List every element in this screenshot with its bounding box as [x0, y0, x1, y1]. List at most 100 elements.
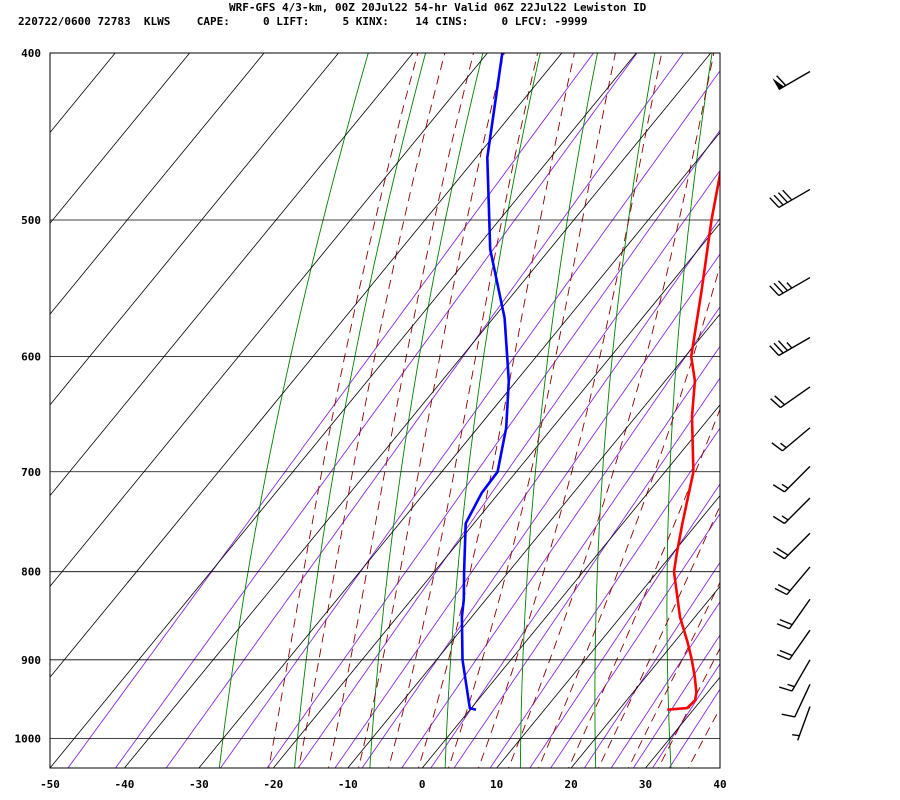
wind-barb: [769, 336, 811, 357]
dry-adiabat-line: [218, 53, 369, 768]
dry-adiabat-line: [369, 53, 484, 768]
moist-adiabat-line: [298, 53, 446, 768]
mixing-ratio-line: [550, 512, 720, 768]
pressure-tick-label: 900: [21, 654, 41, 667]
mixing-ratio-line: [632, 634, 720, 768]
temperature-tick-label: -30: [189, 778, 209, 791]
dewpoint-profile-line: [460, 53, 511, 711]
sounding-indices: 220722/0600 72783 KLWS CAPE: 0 LIFT: 5 K…: [18, 15, 588, 28]
temperature-tick-label: -20: [263, 778, 283, 791]
wind-barb: [772, 497, 811, 525]
temperature-tick-label: -10: [338, 778, 358, 791]
mixing-ratio-line: [651, 663, 720, 768]
dry-adiabat-line: [294, 53, 427, 768]
moist-adiabat-line: [597, 504, 720, 768]
temperature-tick-label: 20: [564, 778, 577, 791]
moist-adiabat-line: [568, 407, 720, 768]
moist-adiabat-line: [538, 264, 720, 768]
mixing-ratio-line: [297, 169, 720, 768]
wind-barb: [769, 276, 811, 297]
adiabat-lines: [67, 0, 898, 775]
wind-barb: [776, 629, 811, 661]
moist-adiabat-line: [478, 53, 663, 768]
mixing-ratio-line: [430, 345, 720, 768]
mixing-ratio-line: [610, 601, 720, 768]
dry-adiabat-line: [519, 53, 598, 768]
isotherm-line: [50, 53, 339, 406]
temperature-tick-label: -50: [40, 778, 60, 791]
temperature-tick-label: 10: [490, 778, 503, 791]
plot-frame: [49, 52, 721, 769]
pressure-tick-label: 400: [21, 47, 41, 60]
isotherm-line: [50, 53, 190, 224]
moist-adiabat-line: [448, 53, 616, 768]
wind-barb: [781, 684, 811, 718]
pressure-tick-label: 800: [21, 566, 41, 579]
mixing-ratio-line: [453, 377, 720, 768]
sounding-profiles: [460, 53, 720, 711]
isotherm-line: [273, 222, 720, 768]
dry-adiabat-line: [594, 53, 656, 768]
temperature-axis: -50 -40 -30 -20 -10 0 10 20 30 40: [40, 778, 727, 791]
moist-adiabat-line: [508, 53, 715, 768]
wind-barbs: [769, 70, 811, 741]
moist-adiabat-line: [687, 707, 720, 768]
isotherm-line: [50, 53, 414, 497]
isotherm-line: [198, 131, 720, 768]
temperature-tick-label: 30: [639, 778, 652, 791]
moist-adiabat-line: [268, 53, 419, 768]
mixing-ratio-line: [583, 561, 720, 768]
moist-adiabat-line: [657, 647, 720, 768]
isotherm-line: [347, 313, 720, 768]
pressure-tick-label: 600: [21, 350, 41, 363]
wind-barb: [774, 566, 811, 596]
temperature-tick-label: 40: [713, 778, 726, 791]
mixing-ratio-line: [489, 427, 720, 768]
wind-barb: [769, 188, 811, 209]
mixing-ratio-line: [114, 53, 638, 768]
isotherm-line: [50, 53, 488, 588]
sounding-header: WRF-GFS 4/3-km, 00Z 20Jul22 54-hr Valid …: [0, 0, 900, 32]
wind-barb: [770, 386, 811, 409]
isotherm-line: [50, 53, 265, 315]
wind-barb: [792, 706, 811, 741]
wind-barb: [772, 70, 811, 91]
dry-adiabat-line: [737, 0, 785, 775]
mixing-ratio-line: [668, 688, 720, 768]
pressure-axis: 400 500 600 700 800 900 1000: [15, 47, 42, 746]
moist-adiabat-line: [627, 581, 720, 768]
moist-adiabat-line: [328, 53, 474, 768]
temperature-profile-line: [667, 167, 720, 711]
pressure-tick-label: 1000: [15, 733, 42, 746]
pressure-tick-label: 500: [21, 214, 41, 227]
isotherm-line: [496, 495, 720, 768]
isotherm-line: [794, 53, 900, 768]
moist-adiabat-line: [358, 53, 505, 768]
isotherm-line: [570, 585, 720, 768]
wind-barb: [771, 427, 811, 452]
isotherm-line: [124, 53, 712, 768]
isotherm-line: [645, 676, 720, 768]
wind-barb: [779, 659, 811, 692]
wind-barb: [772, 465, 811, 493]
mixing-ratio-line: [361, 253, 720, 768]
chart-title: WRF-GFS 4/3-km, 00Z 20Jul22 54-hr Valid …: [229, 1, 647, 14]
mixing-ratio-line: [266, 129, 720, 768]
mixing-ratio-line: [219, 70, 720, 768]
mixing-ratio-line: [67, 53, 595, 768]
isotherm-line: [50, 53, 637, 768]
mixing-ratio-line: [529, 483, 720, 768]
dry-adiabat-line: [870, 0, 898, 775]
temperature-tick-label: -40: [115, 778, 135, 791]
wind-barb: [776, 598, 811, 630]
wind-barb: [772, 532, 811, 560]
mixing-ratio-line: [401, 306, 720, 768]
isotherm-line: [421, 404, 720, 768]
mixing-ratio-line: [334, 217, 720, 768]
mixing-ratio-line: [165, 53, 684, 768]
isotherm-line: [50, 53, 116, 134]
pressure-tick-label: 700: [21, 466, 41, 479]
isotherm-line: [50, 53, 563, 678]
grid-lines: [50, 53, 900, 768]
